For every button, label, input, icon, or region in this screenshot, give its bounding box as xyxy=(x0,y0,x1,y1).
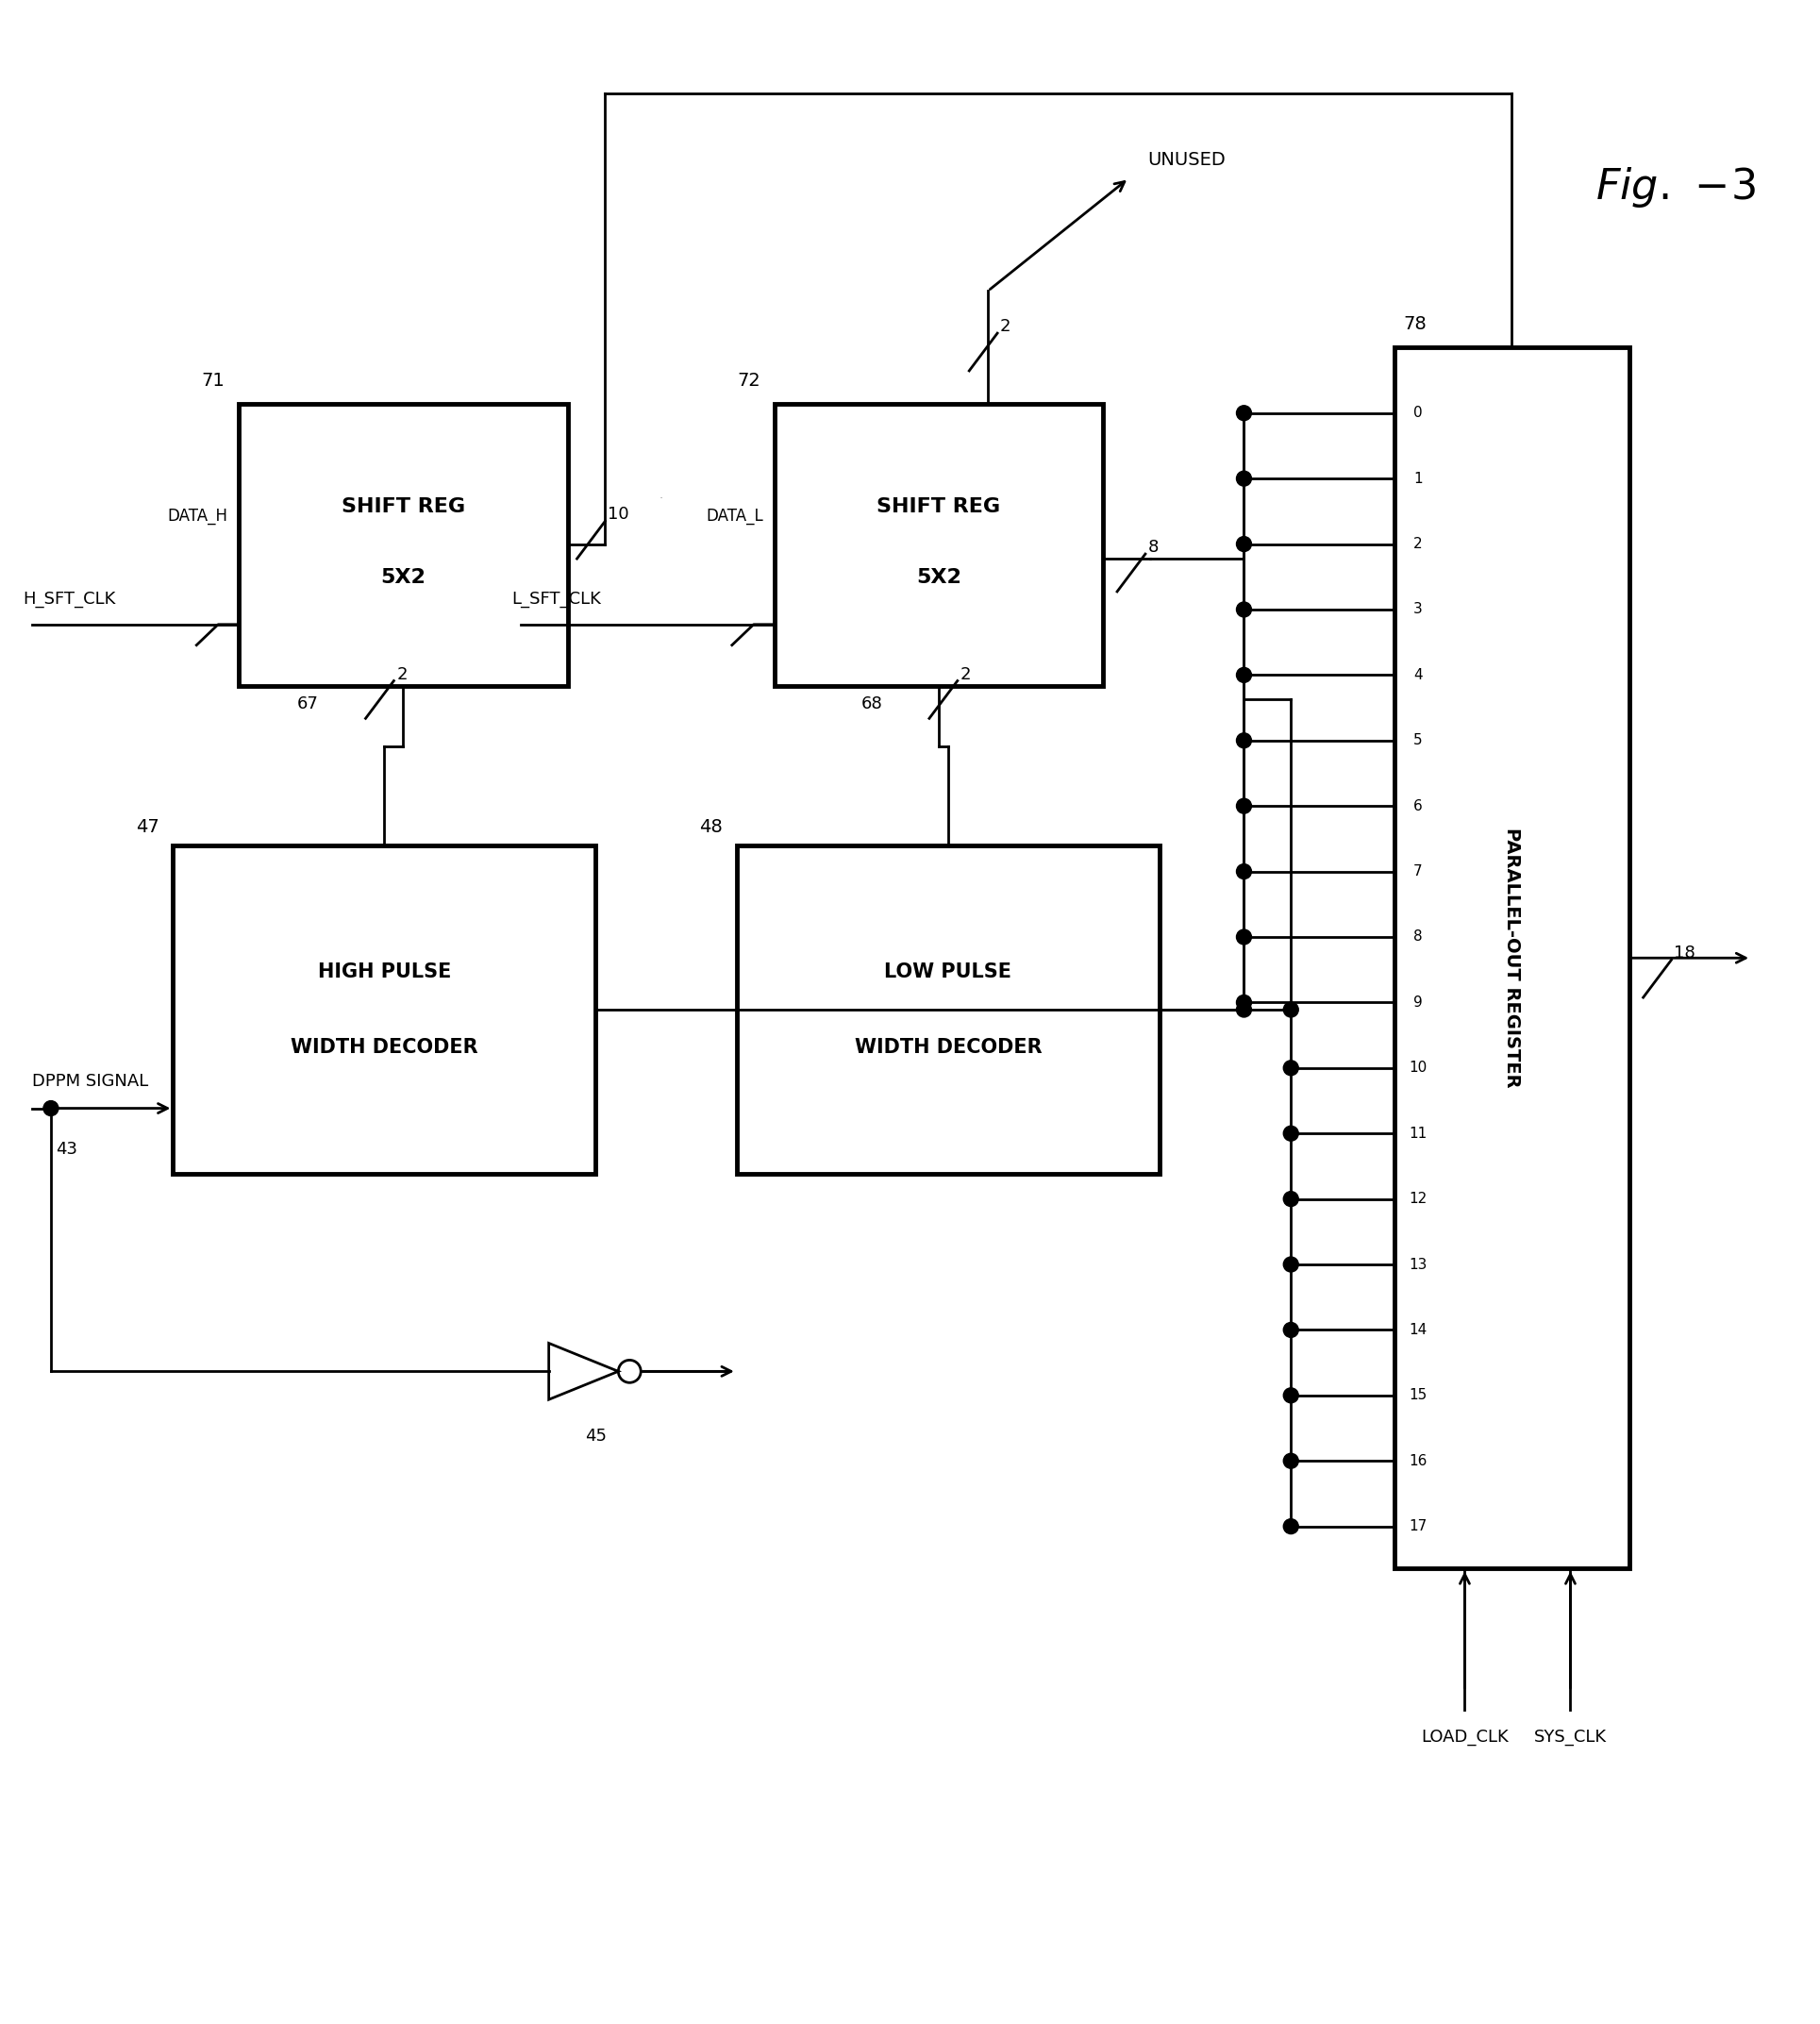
Text: 8: 8 xyxy=(1148,538,1159,557)
Text: H_SFT_CLK: H_SFT_CLK xyxy=(22,591,115,607)
Text: 14: 14 xyxy=(1409,1324,1427,1338)
Circle shape xyxy=(44,1101,58,1115)
Circle shape xyxy=(1236,536,1252,553)
Circle shape xyxy=(1236,668,1252,682)
Circle shape xyxy=(1283,1192,1298,1206)
Text: 2: 2 xyxy=(961,666,972,682)
Text: 5X2: 5X2 xyxy=(380,569,426,587)
Text: 43: 43 xyxy=(56,1142,76,1158)
Text: 2: 2 xyxy=(1412,536,1421,551)
Text: 12: 12 xyxy=(1409,1192,1427,1206)
Bar xyxy=(774,403,1103,686)
Text: 45: 45 xyxy=(584,1427,606,1445)
Circle shape xyxy=(1236,472,1252,486)
Text: LOW PULSE: LOW PULSE xyxy=(885,963,1012,982)
Circle shape xyxy=(1283,1453,1298,1467)
Text: 11: 11 xyxy=(1409,1127,1427,1140)
Text: 71: 71 xyxy=(202,372,224,389)
Circle shape xyxy=(1283,1257,1298,1271)
Text: 7: 7 xyxy=(1412,864,1421,878)
Text: HIGH PULSE: HIGH PULSE xyxy=(318,963,451,982)
Text: L_SFT_CLK: L_SFT_CLK xyxy=(511,591,601,607)
Circle shape xyxy=(1236,733,1252,749)
Text: 1: 1 xyxy=(1412,472,1421,486)
Text: 72: 72 xyxy=(737,372,761,389)
Text: 18: 18 xyxy=(1674,945,1696,961)
Circle shape xyxy=(1236,601,1252,617)
Bar xyxy=(173,846,595,1174)
Circle shape xyxy=(1283,1061,1298,1075)
Text: WIDTH DECODER: WIDTH DECODER xyxy=(291,1038,479,1057)
Text: DPPM SIGNAL: DPPM SIGNAL xyxy=(33,1073,149,1089)
Bar xyxy=(1394,348,1629,1569)
Text: DATA_H: DATA_H xyxy=(167,508,228,524)
Text: 0: 0 xyxy=(1412,407,1421,421)
Text: $Fig.\ \!-\!3$: $Fig.\ \!-\!3$ xyxy=(1596,166,1756,210)
Text: LOAD_CLK: LOAD_CLK xyxy=(1421,1728,1509,1745)
Text: WIDTH DECODER: WIDTH DECODER xyxy=(854,1038,1041,1057)
Text: DATA_L: DATA_L xyxy=(706,508,763,524)
Circle shape xyxy=(1236,996,1252,1010)
Text: 78: 78 xyxy=(1403,316,1427,334)
Circle shape xyxy=(1283,1125,1298,1142)
Circle shape xyxy=(1283,1002,1298,1018)
Text: 68: 68 xyxy=(861,696,883,712)
Circle shape xyxy=(1236,799,1252,814)
Text: 67: 67 xyxy=(297,696,318,712)
Text: 8: 8 xyxy=(1412,929,1421,943)
Text: SYS_CLK: SYS_CLK xyxy=(1534,1728,1607,1745)
Text: 3: 3 xyxy=(1412,603,1423,617)
Circle shape xyxy=(1283,1518,1298,1534)
Text: 17: 17 xyxy=(1409,1520,1427,1534)
Circle shape xyxy=(1283,1322,1298,1338)
Text: 5: 5 xyxy=(1412,733,1421,747)
Text: 6: 6 xyxy=(1412,799,1423,814)
Text: SHIFT REG: SHIFT REG xyxy=(342,498,466,516)
Bar xyxy=(238,403,568,686)
Text: 2: 2 xyxy=(397,666,408,682)
Text: 10: 10 xyxy=(1409,1061,1427,1075)
Circle shape xyxy=(1236,929,1252,945)
Text: 5X2: 5X2 xyxy=(915,569,961,587)
Text: PARALLEL-OUT REGISTER: PARALLEL-OUT REGISTER xyxy=(1503,828,1522,1089)
Text: SHIFT REG: SHIFT REG xyxy=(877,498,1001,516)
Circle shape xyxy=(1236,864,1252,878)
Text: 9: 9 xyxy=(1412,996,1423,1010)
Circle shape xyxy=(1236,405,1252,421)
Text: 47: 47 xyxy=(135,818,158,836)
Text: 48: 48 xyxy=(699,818,723,836)
Text: 2: 2 xyxy=(1001,318,1012,336)
Text: 15: 15 xyxy=(1409,1388,1427,1403)
Text: 13: 13 xyxy=(1409,1257,1427,1271)
Bar xyxy=(737,846,1159,1174)
Text: 10: 10 xyxy=(608,506,630,522)
Circle shape xyxy=(1283,1388,1298,1403)
Text: 4: 4 xyxy=(1412,668,1421,682)
Text: UNUSED: UNUSED xyxy=(1148,152,1225,168)
Circle shape xyxy=(1236,1002,1252,1018)
Text: 16: 16 xyxy=(1409,1453,1427,1467)
